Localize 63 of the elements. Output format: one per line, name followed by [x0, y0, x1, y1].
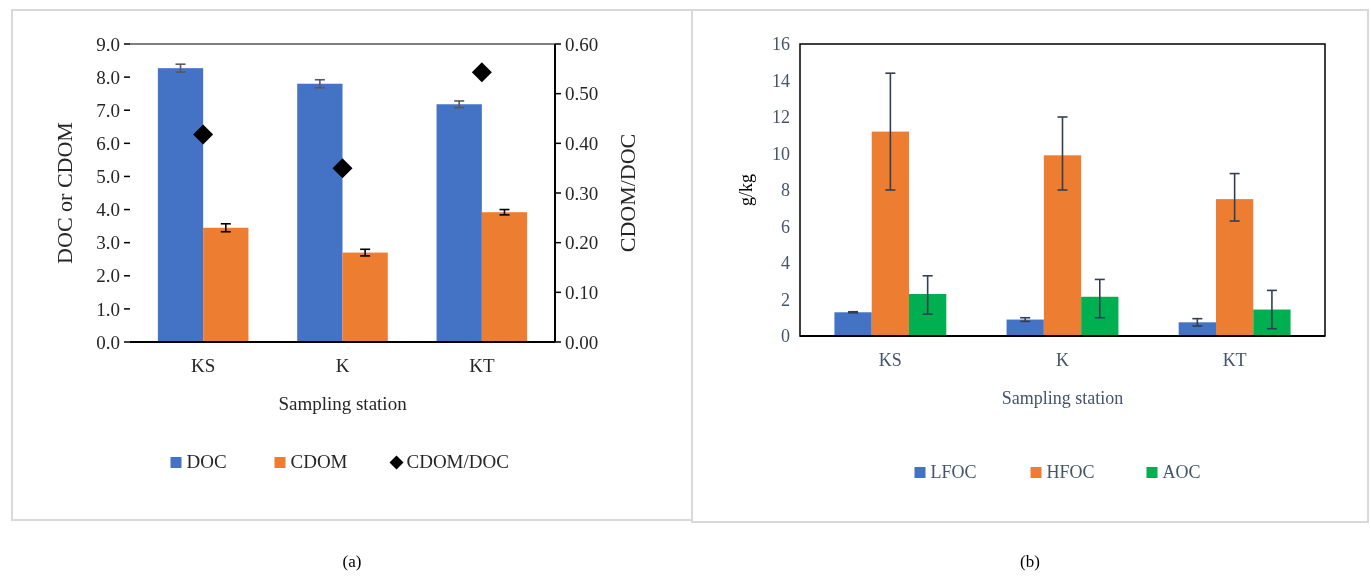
text: (b)	[1020, 552, 1040, 571]
point	[471, 62, 492, 83]
x-tick-label: KS	[191, 355, 216, 376]
y-tick-label: 14	[772, 70, 790, 91]
bar	[834, 312, 872, 336]
y-tick-label: 3.0	[96, 232, 120, 254]
y-tick-label: 6	[781, 216, 790, 237]
y2-tick-label: 0.30	[565, 182, 599, 204]
y-tick-label: 0.0	[96, 331, 120, 353]
point	[193, 124, 214, 145]
legend-label: AOC	[1162, 462, 1201, 482]
x-tick-label: KS	[878, 350, 902, 370]
bar	[1081, 296, 1119, 336]
y-tick-label: 8.0	[96, 66, 120, 88]
y-tick-label: 7.0	[96, 99, 120, 121]
legend-label: DOC	[186, 451, 227, 472]
y-axis-title: DOC or CDOM	[52, 122, 77, 264]
bar	[1215, 199, 1254, 336]
y2-tick-label: 0.20	[565, 232, 599, 254]
y-tick-label: 2.0	[96, 265, 120, 287]
y-tick-label: 16	[772, 34, 790, 55]
bar	[1253, 309, 1291, 336]
y-tick-label: 0	[781, 326, 790, 347]
bar	[1006, 319, 1044, 336]
x-axis-title: Sampling station	[278, 393, 408, 414]
text: (a)	[342, 552, 362, 571]
y2-tick-label: 0.10	[565, 281, 599, 303]
y2-tick-label: 0.00	[565, 331, 599, 353]
bar	[1178, 322, 1216, 336]
bar	[297, 83, 343, 342]
y2-tick-label: 0.50	[565, 83, 599, 105]
y-axis-title: g/kg	[736, 173, 756, 207]
legend-label: CDOM	[290, 451, 348, 472]
y2-tick-label: 0.60	[565, 33, 599, 55]
bar	[436, 104, 482, 342]
point	[332, 158, 353, 179]
bar	[203, 227, 249, 342]
legend-label: CDOM/DOC	[406, 451, 509, 472]
x-tick-label: K	[335, 355, 350, 376]
bar	[481, 212, 528, 342]
bar	[871, 131, 910, 336]
y-tick-label: 2	[781, 289, 790, 310]
y-tick-label: 4	[781, 253, 790, 274]
y-tick-label: 4.0	[96, 199, 120, 221]
x-tick-label: K	[1056, 350, 1069, 370]
x-tick-label: KT	[469, 355, 495, 376]
y2-tick-label: 0.40	[565, 132, 599, 154]
y-tick-label: 6.0	[96, 132, 120, 154]
legend-label: LFOC	[930, 462, 977, 482]
y-tick-label: 12	[772, 107, 790, 128]
y-tick-label: 8	[781, 180, 790, 201]
legend-label: HFOC	[1046, 462, 1095, 482]
y-tick-label: 9.0	[96, 33, 120, 55]
x-tick-label: KT	[1222, 350, 1247, 370]
bar	[1043, 155, 1082, 336]
y-tick-label: 10	[772, 143, 790, 164]
bar	[342, 252, 388, 342]
y-tick-label: 5.0	[96, 166, 120, 188]
bar	[909, 294, 947, 336]
y2-axis-title: CDOM/DOC	[615, 133, 640, 253]
y-tick-label: 1.0	[96, 298, 120, 320]
x-axis-title: Sampling station	[1001, 388, 1124, 408]
bar	[157, 68, 204, 342]
